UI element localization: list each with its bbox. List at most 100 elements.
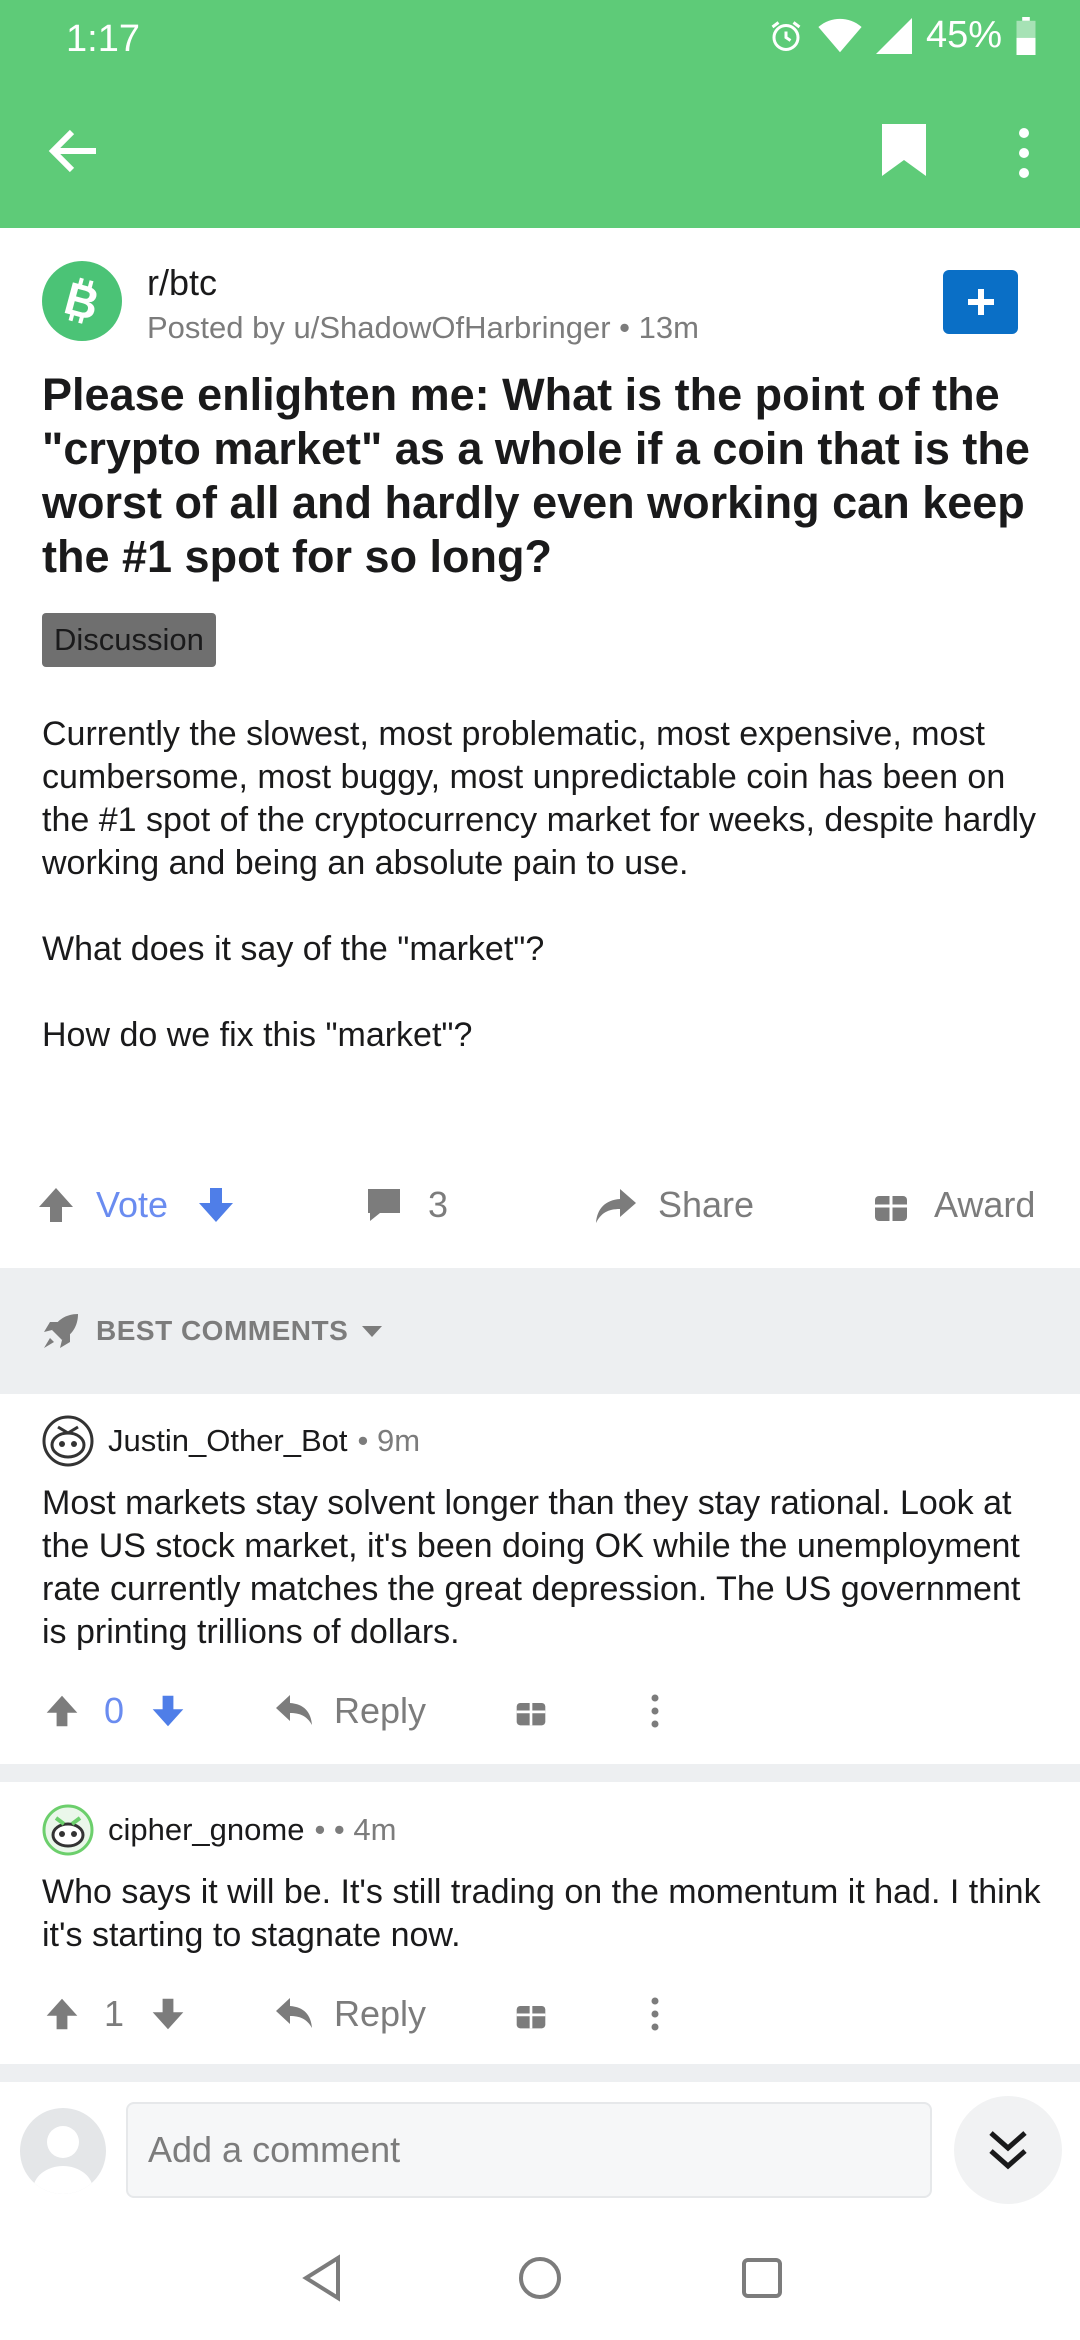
nav-recents-button[interactable]: [732, 2248, 792, 2308]
comment-count: 3: [428, 1184, 449, 1225]
sort-label: BEST COMMENTS: [96, 1315, 349, 1346]
circle-home-icon: [519, 2257, 561, 2299]
share-arrow-icon: [596, 1189, 636, 1223]
alarm-icon: [768, 18, 804, 54]
comment-sort-bar[interactable]: BEST COMMENTS: [0, 1268, 1080, 1394]
dot: [1019, 148, 1029, 158]
dot: [1019, 128, 1029, 138]
nav-back-button[interactable]: [292, 2248, 352, 2308]
battery-percent: 45%: [925, 14, 1002, 56]
comment-composer: [0, 2082, 1080, 2222]
post-title: Please enlighten me: What is the point o…: [42, 369, 1030, 582]
reply-label: Reply: [334, 1690, 427, 1731]
save-button[interactable]: [880, 122, 940, 188]
more-vertical-icon: [651, 1694, 659, 1728]
reply-arrow-icon: [276, 1998, 312, 2028]
comment-upvote-button[interactable]: [44, 1979, 80, 2049]
share-label: Share: [658, 1184, 755, 1225]
comment-upvote-button[interactable]: [44, 1676, 80, 1746]
status-icons: 45%: [768, 14, 1036, 57]
comment-time: • 9m: [357, 1423, 421, 1458]
post-paragraph: Currently the slowest, most problematic,…: [42, 715, 1037, 882]
arrow-left-icon: [48, 129, 96, 173]
subreddit-name[interactable]: r/btc: [147, 262, 218, 303]
gift-icon: [516, 2002, 546, 2029]
downvote-arrow-icon: [152, 1695, 184, 1727]
user-silhouette-icon: [33, 2126, 93, 2194]
back-button[interactable]: [40, 118, 106, 184]
battery-icon: [1016, 16, 1036, 55]
subreddit-avatar[interactable]: B: [42, 261, 122, 341]
downvote-button[interactable]: [196, 1170, 236, 1240]
comment-downvote-button[interactable]: [150, 1676, 186, 1746]
snoo-avatar[interactable]: [42, 1804, 94, 1856]
plus-icon: [967, 289, 994, 315]
more-vertical-icon: [651, 1997, 659, 2031]
post-paragraph: How do we fix this "market"?: [42, 1016, 473, 1054]
post-paragraph: What does it say of the "market"?: [42, 930, 545, 968]
vote-score: Vote: [96, 1184, 169, 1225]
post-flair: Discussion: [42, 613, 216, 667]
upvote-arrow-icon: [46, 1695, 78, 1727]
comment-body: Most markets stay solvent longer than th…: [42, 1484, 1021, 1651]
reply-arrow-icon: [276, 1695, 312, 1725]
comment-downvote-button[interactable]: [150, 1979, 186, 2049]
comment-score: 0: [104, 1690, 125, 1731]
comment-award-button[interactable]: [514, 1676, 548, 1746]
comment-body: Who says it will be. It's still trading …: [42, 1873, 1041, 1954]
status-time: 1:17: [66, 18, 140, 60]
comment-header: Justin_Other_Bot • 9m: [42, 1414, 420, 1468]
comment-award-button[interactable]: [514, 1979, 548, 2049]
system-nav-bar: [0, 2222, 1080, 2340]
rocket-icon: [44, 1314, 78, 1348]
upvote-arrow-icon: [46, 1998, 78, 2030]
post-actions: Vote 3 Share Award: [0, 1170, 1080, 1240]
downvote-arrow-icon: [152, 1998, 184, 2030]
share-button[interactable]: Share: [594, 1170, 754, 1240]
comment-time: • • 4m: [314, 1812, 397, 1847]
comments-button[interactable]: 3: [364, 1170, 448, 1240]
reply-button[interactable]: Reply: [274, 1676, 426, 1746]
nav-home-button[interactable]: [510, 2248, 570, 2308]
comment-input[interactable]: [126, 2102, 932, 2198]
gift-icon: [516, 1699, 546, 1726]
award-label: Award: [934, 1184, 1036, 1225]
reply-button[interactable]: Reply: [274, 1979, 426, 2049]
post-author-line[interactable]: Posted by u/ShadowOfHarbringer • 13m: [147, 310, 699, 345]
comment-actions: 1 Reply: [0, 1979, 1080, 2049]
upvote-arrow-icon: [39, 1188, 73, 1222]
snoo-avatar[interactable]: [42, 1415, 94, 1467]
comment-actions: 0 Reply: [0, 1676, 1080, 1746]
bookmark-icon: [882, 124, 926, 176]
comment-score: 1: [104, 1993, 125, 2034]
join-button[interactable]: [943, 270, 1018, 334]
jump-to-next-button[interactable]: [954, 2096, 1062, 2204]
triangle-back-icon: [302, 2254, 340, 2302]
signal-icon: [875, 17, 912, 54]
post-body: Currently the slowest, most problematic,…: [42, 713, 1052, 1100]
square-recents-icon: [742, 2258, 782, 2298]
upvote-button[interactable]: [36, 1170, 76, 1240]
award-button[interactable]: Award: [872, 1170, 1035, 1240]
comment-author[interactable]: Justin_Other_Bot: [108, 1423, 348, 1458]
comment-more-button[interactable]: [650, 1979, 660, 2049]
comment: cipher_gnome • • 4m Who says it will be.…: [0, 1803, 1080, 2043]
comment-header: cipher_gnome • • 4m: [42, 1803, 396, 1857]
app-bar: 1:17 45%: [0, 0, 1080, 228]
comment-author[interactable]: cipher_gnome: [108, 1812, 305, 1847]
dot: [1019, 168, 1029, 178]
more-options-button[interactable]: [1000, 120, 1048, 186]
double-chevron-down-icon: [989, 2131, 1027, 2170]
comment-divider: [0, 2064, 1080, 2082]
comment: Justin_Other_Bot • 9m Most markets stay …: [0, 1414, 1080, 1754]
reply-label: Reply: [334, 1993, 427, 2034]
wifi-icon: [818, 18, 862, 54]
comment-divider: [0, 1764, 1080, 1782]
comment-more-button[interactable]: [650, 1676, 660, 1746]
comment-bubble-icon: [368, 1189, 400, 1221]
gift-icon: [875, 1192, 907, 1221]
bitcoin-cash-icon: B: [59, 273, 105, 329]
user-avatar[interactable]: [20, 2108, 106, 2194]
downvote-arrow-icon: [199, 1188, 233, 1222]
caret-down-icon: [362, 1326, 383, 1337]
